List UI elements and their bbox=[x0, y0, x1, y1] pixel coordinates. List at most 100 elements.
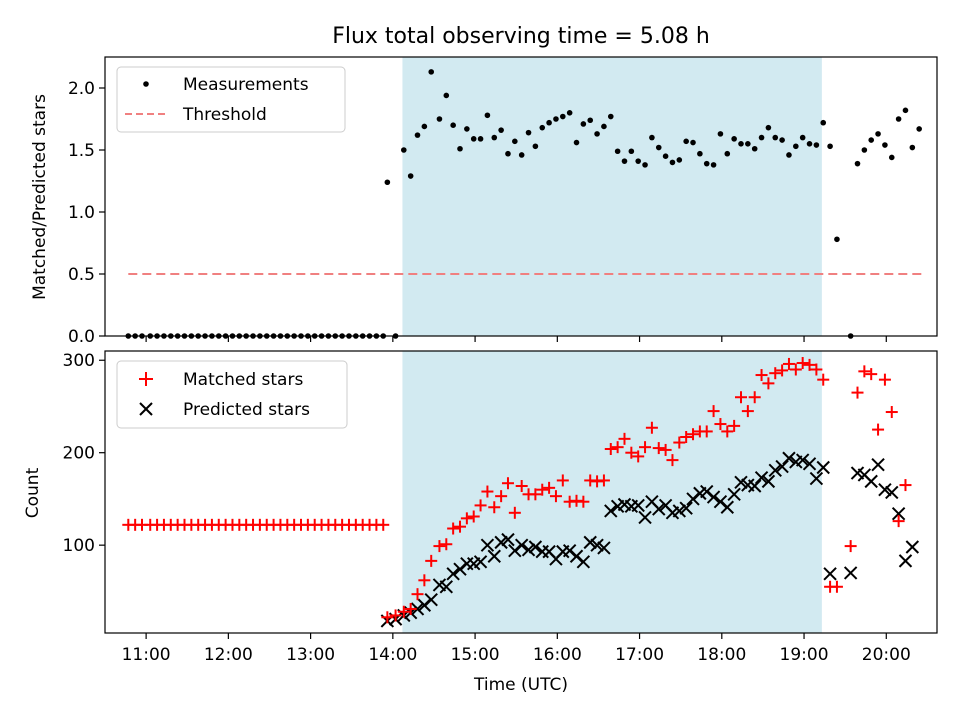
measurement-point bbox=[690, 139, 696, 146]
measurement-point bbox=[642, 162, 648, 168]
predicted-star-point bbox=[439, 580, 454, 594]
top-legend: Measurements Threshold bbox=[116, 66, 346, 133]
matched-star-point bbox=[741, 405, 754, 418]
x-tick-label: 18:00 bbox=[697, 645, 746, 665]
measurement-point bbox=[655, 144, 662, 151]
measurement-point bbox=[861, 147, 868, 153]
measurement-point bbox=[436, 116, 443, 122]
measurement-point bbox=[512, 138, 518, 145]
predicted-star-point bbox=[823, 567, 837, 581]
bottom-legend: Matched stars Predicted stars bbox=[116, 360, 348, 429]
measurement-point bbox=[868, 137, 875, 143]
measurement-point bbox=[751, 145, 758, 152]
predicted-star-point bbox=[768, 463, 782, 477]
top-legend-box bbox=[116, 66, 346, 133]
predicted-star-point bbox=[521, 543, 536, 557]
measurement-point bbox=[717, 131, 724, 137]
measurement-point bbox=[384, 179, 391, 186]
measurement-point bbox=[546, 119, 552, 126]
predicted-star-point bbox=[487, 549, 501, 563]
measurement-point bbox=[854, 160, 861, 167]
top-shaded-interval-layer bbox=[402, 57, 822, 336]
matched-star-point bbox=[782, 357, 795, 370]
measurement-point bbox=[786, 152, 792, 158]
measurement-point bbox=[539, 124, 546, 131]
matched-star-point bbox=[625, 446, 638, 459]
bottom-shaded-interval-layer bbox=[402, 351, 822, 633]
matched-star-point bbox=[728, 419, 741, 432]
measurement-point bbox=[614, 148, 621, 155]
predicted-star-point bbox=[446, 567, 460, 581]
measurement-point bbox=[724, 150, 731, 157]
x-tick-label: 17:00 bbox=[615, 645, 664, 665]
measurement-point bbox=[779, 137, 785, 143]
matched-star-point bbox=[885, 406, 898, 419]
predicted-star-point bbox=[761, 474, 776, 489]
matched-star-point bbox=[377, 518, 390, 531]
matched-star-point bbox=[529, 488, 542, 501]
matched-star-point bbox=[501, 477, 514, 490]
predicted-star-point bbox=[734, 475, 748, 489]
measurement-point bbox=[457, 145, 463, 152]
measurements-legend-label: Measurements bbox=[183, 75, 309, 95]
matched-star-point bbox=[817, 373, 830, 386]
bottom-data-layer bbox=[122, 357, 920, 628]
matched-star-point bbox=[878, 373, 891, 386]
predicted-star-point bbox=[809, 471, 824, 486]
measurement-point bbox=[498, 127, 504, 133]
matched-legend-label: Matched stars bbox=[183, 370, 303, 390]
predicted-star-point bbox=[679, 501, 693, 515]
measurement-point bbox=[628, 148, 635, 155]
matched-star-point bbox=[769, 367, 782, 380]
x-tick-label: 11:00 bbox=[122, 645, 171, 665]
matched-star-point bbox=[425, 554, 438, 567]
measurement-point bbox=[902, 107, 909, 114]
observing-interval-shade bbox=[402, 351, 822, 633]
matched-star-point bbox=[851, 386, 864, 399]
predicted-star-point bbox=[473, 555, 488, 569]
matched-star-point bbox=[707, 405, 720, 418]
measurement-point bbox=[560, 113, 566, 120]
predicted-star-point bbox=[652, 502, 666, 516]
bottom-y-axis-label: Count bbox=[23, 467, 43, 518]
measurement-point bbox=[594, 131, 600, 137]
matched-star-point bbox=[404, 602, 417, 615]
predicted-star-point bbox=[816, 460, 830, 475]
predicted-star-point bbox=[782, 451, 796, 465]
predicted-star-point bbox=[576, 555, 591, 569]
measurement-point bbox=[573, 139, 580, 146]
measurement-point bbox=[484, 112, 491, 119]
predicted-star-point bbox=[480, 538, 495, 552]
predicted-star-point bbox=[754, 470, 769, 485]
top-axes-frame bbox=[104, 56, 938, 337]
predicted-star-point bbox=[747, 479, 762, 493]
bottom-axis-ticks: 100 200 300 11:00 12:00 13:00 14:00 15:00 16:00 1… bbox=[63, 351, 911, 665]
matched-star-point bbox=[714, 418, 727, 431]
matched-star-point bbox=[536, 483, 549, 496]
matched-star-point bbox=[721, 425, 734, 438]
matched-star-point bbox=[597, 474, 610, 487]
measurement-point bbox=[676, 157, 683, 163]
matched-star-point bbox=[397, 605, 410, 618]
matched-star-point bbox=[611, 441, 624, 454]
matched-star-point bbox=[618, 432, 631, 445]
matched-star-point bbox=[687, 428, 700, 441]
measurement-point bbox=[525, 129, 532, 136]
measurement-point bbox=[731, 136, 737, 142]
measurement-point bbox=[669, 159, 676, 166]
matched-star-point bbox=[673, 436, 686, 449]
measurement-point bbox=[895, 116, 902, 122]
matched-star-point bbox=[872, 423, 885, 436]
matched-star-point bbox=[734, 391, 747, 404]
matched-star-point bbox=[796, 357, 809, 370]
matched-star-point bbox=[776, 364, 789, 377]
measurement-point bbox=[580, 121, 587, 127]
predicted-star-point bbox=[528, 540, 543, 554]
measurement-point bbox=[491, 134, 498, 141]
matched-star-point bbox=[810, 363, 823, 376]
measurement-point bbox=[703, 160, 710, 167]
predicted-star-point bbox=[891, 507, 906, 521]
predicted-star-point bbox=[905, 540, 920, 554]
x-tick-label: 12:00 bbox=[204, 645, 253, 665]
